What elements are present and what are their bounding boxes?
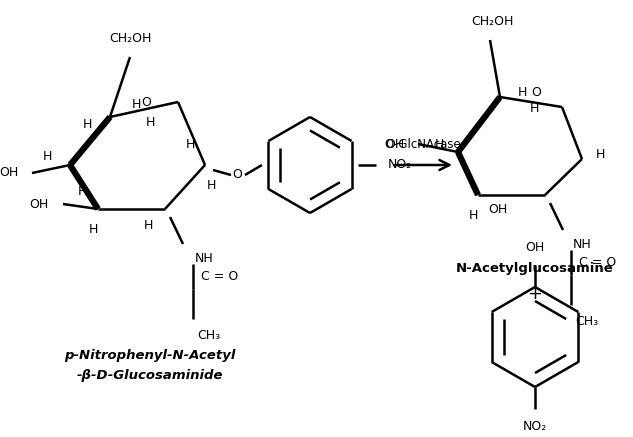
Text: H: H [89, 223, 97, 236]
Text: H: H [518, 86, 527, 98]
Text: O-GlcNAcase: O-GlcNAcase [385, 138, 461, 151]
Text: CH₂OH: CH₂OH [109, 32, 151, 45]
Text: H: H [83, 118, 92, 132]
Text: O: O [531, 86, 541, 98]
Text: NO₂: NO₂ [388, 159, 412, 171]
Text: N-Acetylglucosamine: N-Acetylglucosamine [456, 262, 614, 275]
Text: O: O [141, 96, 151, 108]
Text: H: H [435, 138, 444, 150]
Text: H: H [185, 138, 195, 151]
Text: C = O: C = O [201, 271, 238, 284]
Text: OH: OH [525, 241, 544, 254]
Text: H: H [144, 219, 153, 232]
Text: H: H [78, 185, 87, 198]
Text: CH₂OH: CH₂OH [471, 15, 513, 28]
Text: O: O [232, 169, 242, 181]
Text: +: + [527, 285, 542, 303]
Text: CH₃: CH₃ [575, 315, 598, 328]
Text: H: H [146, 115, 155, 128]
Text: H: H [530, 103, 539, 115]
Text: C = O: C = O [579, 257, 617, 270]
Text: CH₃: CH₃ [197, 329, 220, 342]
Text: OH: OH [28, 198, 48, 211]
Text: p‑Nitrophenyl-N-Acetyl: p‑Nitrophenyl-N-Acetyl [65, 349, 235, 362]
Text: H: H [207, 179, 216, 192]
Text: H: H [42, 150, 52, 163]
Text: H: H [468, 209, 478, 222]
Text: H: H [132, 98, 141, 111]
Text: OH: OH [0, 166, 18, 180]
Text: -β-D-Glucosaminide: -β-D-Glucosaminide [77, 369, 223, 382]
Text: OH: OH [488, 203, 507, 216]
Text: OH: OH [385, 138, 404, 150]
Text: NH: NH [195, 252, 214, 265]
Text: NO₂: NO₂ [523, 420, 547, 433]
Text: NH: NH [573, 238, 592, 251]
Text: H: H [596, 148, 605, 160]
